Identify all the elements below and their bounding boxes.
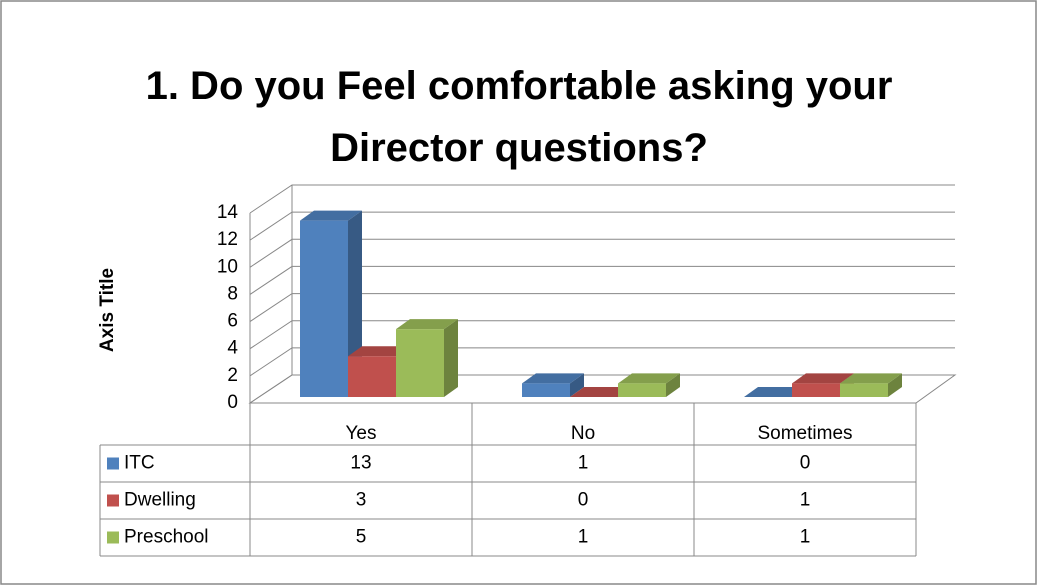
bar-front bbox=[792, 383, 840, 397]
grid-line bbox=[249, 238, 955, 268]
legend-label: ITC bbox=[124, 453, 155, 474]
bar-top bbox=[570, 387, 632, 397]
y-tick-label: 6 bbox=[227, 311, 238, 332]
y-tick-label: 14 bbox=[217, 202, 239, 223]
bar-top bbox=[840, 373, 902, 384]
table-value: 0 bbox=[800, 453, 811, 474]
y-tick-label: 10 bbox=[217, 256, 238, 277]
bar-top bbox=[522, 373, 584, 384]
bar-top bbox=[300, 210, 362, 221]
table-value: 1 bbox=[578, 527, 589, 548]
bar bbox=[618, 373, 680, 397]
chart-title: 1. Do you Feel comfortable asking your D… bbox=[145, 64, 893, 170]
table-value: 1 bbox=[800, 527, 811, 548]
bar-side bbox=[888, 373, 902, 397]
bar-front bbox=[348, 356, 396, 397]
legend-swatch bbox=[107, 457, 119, 470]
grid-line bbox=[249, 211, 955, 241]
grid-line bbox=[249, 374, 955, 404]
table-value: 3 bbox=[356, 490, 367, 511]
y-tick-label: 8 bbox=[227, 283, 238, 304]
bar bbox=[792, 373, 854, 397]
bar bbox=[396, 319, 458, 397]
bar bbox=[744, 387, 806, 397]
bar bbox=[840, 373, 902, 397]
bar-top bbox=[744, 387, 806, 397]
bar-side bbox=[570, 373, 584, 397]
grid-line bbox=[249, 347, 955, 377]
y-tick-label: 12 bbox=[217, 229, 238, 250]
table-value: 5 bbox=[356, 527, 367, 548]
y-tick-label: 4 bbox=[227, 338, 238, 359]
bar-top bbox=[792, 373, 854, 384]
table-value: 0 bbox=[578, 490, 589, 511]
table-value: 13 bbox=[350, 453, 371, 474]
bar-front bbox=[300, 220, 348, 397]
grid-line bbox=[249, 265, 955, 295]
table-value: 1 bbox=[578, 453, 589, 474]
grid-line bbox=[249, 184, 955, 214]
bar bbox=[570, 387, 632, 397]
y-tick-label: 0 bbox=[227, 392, 238, 413]
bar-front bbox=[840, 383, 888, 397]
bar-side bbox=[444, 319, 458, 397]
bar-front bbox=[396, 329, 444, 397]
bar bbox=[522, 373, 584, 397]
bar-top bbox=[396, 319, 458, 330]
table-value: 1 bbox=[800, 490, 811, 511]
x-tick-label: No bbox=[571, 423, 595, 444]
grid-line bbox=[249, 320, 955, 350]
legend-label: Preschool bbox=[124, 527, 209, 548]
bar-front bbox=[618, 383, 666, 397]
y-axis-title: Axis Title bbox=[97, 268, 118, 352]
bar-front bbox=[522, 383, 570, 397]
grid-line bbox=[249, 293, 955, 322]
x-tick-label: Yes bbox=[346, 423, 377, 444]
legend-swatch bbox=[107, 531, 119, 544]
legend-swatch bbox=[107, 494, 119, 507]
bar-top bbox=[618, 373, 680, 384]
bar-side bbox=[666, 373, 680, 397]
bar-top bbox=[348, 346, 410, 357]
legend-label: Dwelling bbox=[124, 490, 196, 511]
y-tick-label: 2 bbox=[227, 365, 238, 386]
x-tick-label: Sometimes bbox=[757, 423, 852, 444]
